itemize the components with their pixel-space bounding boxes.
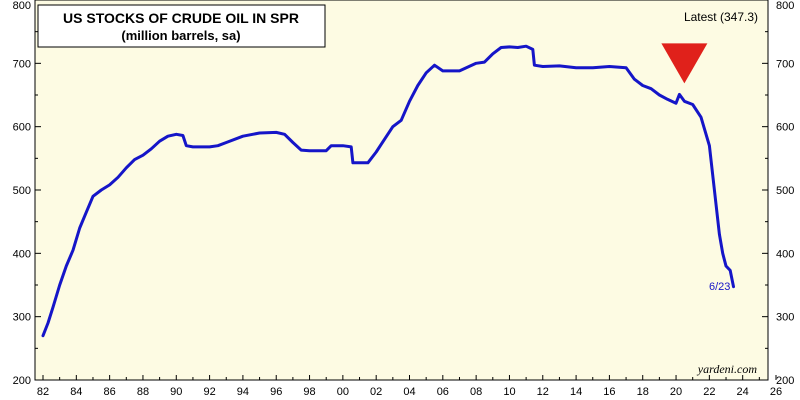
x-tick-label: 26 <box>770 386 782 398</box>
y-tick-label-right: 600 <box>776 122 794 134</box>
y-tick-label-left: 200 <box>13 375 31 387</box>
x-tick-label: 04 <box>403 386 415 398</box>
down-triangle-marker <box>661 43 708 84</box>
y-tick-label-left: 500 <box>13 185 31 197</box>
x-tick-label: 88 <box>137 386 149 398</box>
x-tick-label: 22 <box>703 386 715 398</box>
x-axis: 82 84 86 88 90 92 94 96 98 00 02 04 06 08 10 12 14 16 18 20… <box>37 375 782 398</box>
x-tick-label: 14 <box>570 386 582 398</box>
x-tick-label: 12 <box>537 386 549 398</box>
plot-area <box>34 0 769 381</box>
x-tick-label: 84 <box>70 386 82 398</box>
end-date-label: 6/23 <box>709 281 730 293</box>
y-tick-label-right: 500 <box>776 185 794 197</box>
x-tick-label: 18 <box>637 386 649 398</box>
y-tick-label-left: 800 <box>13 0 31 12</box>
x-tick-label: 02 <box>370 386 382 398</box>
x-tick-label: 24 <box>737 386 749 398</box>
y-tick-label-right: 700 <box>776 58 794 70</box>
series-line-spr-stocks <box>41 44 735 338</box>
x-tick-label: 10 <box>503 386 515 398</box>
x-tick-label: 06 <box>437 386 449 398</box>
chart-title: US STOCKS OF CRUDE OIL IN SPR <box>63 10 299 26</box>
x-tick-label: 86 <box>104 386 116 398</box>
y-axis-right: 200 300 400 500 600 700 800 <box>762 0 794 387</box>
y-tick-label-left: 400 <box>13 248 31 260</box>
x-tick-label: 16 <box>603 386 615 398</box>
x-tick-label: 94 <box>237 386 249 398</box>
source-credit: yardeni.com <box>697 362 758 376</box>
y-tick-label-right: 300 <box>776 312 794 324</box>
x-tick-label: 82 <box>37 386 49 398</box>
x-tick-label: 00 <box>337 386 349 398</box>
y-tick-label-left: 600 <box>13 122 31 134</box>
x-tick-label: 92 <box>203 386 215 398</box>
y-tick-label-right: 800 <box>776 0 794 12</box>
x-tick-label: 98 <box>303 386 315 398</box>
y-tick-label-left: 300 <box>13 312 31 324</box>
y-tick-label-right: 400 <box>776 248 794 260</box>
chart-subtitle: (million barrels, sa) <box>121 28 240 43</box>
y-axis-left: 200 300 400 500 600 700 800 <box>13 0 41 387</box>
x-tick-label: 90 <box>170 386 182 398</box>
title-box: US STOCKS OF CRUDE OIL IN SPR (million b… <box>37 4 326 48</box>
x-tick-label: 96 <box>270 386 282 398</box>
y-tick-label-right: 200 <box>776 375 794 387</box>
x-tick-label: 20 <box>670 386 682 398</box>
x-tick-label: 08 <box>470 386 482 398</box>
title-box-frame <box>37 4 326 48</box>
y-tick-label-left: 700 <box>13 58 31 70</box>
latest-value-label: Latest (347.3) <box>684 10 758 24</box>
